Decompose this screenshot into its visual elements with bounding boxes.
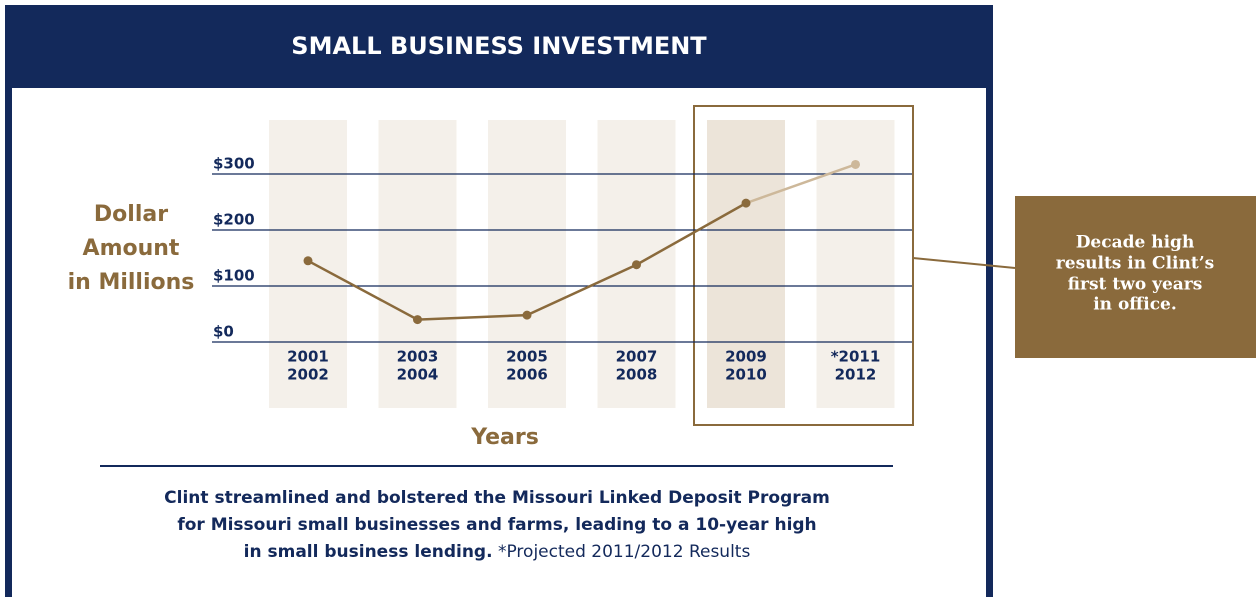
highlight-box xyxy=(693,105,914,426)
callout-box xyxy=(1015,196,1256,358)
point xyxy=(413,315,422,325)
callout-text: in office. xyxy=(1093,295,1177,315)
footnote-bold: in small business lending. xyxy=(244,542,493,562)
point xyxy=(303,256,313,266)
x-axis-label: Years xyxy=(470,425,539,450)
point xyxy=(741,198,751,208)
projected-line xyxy=(745,163,856,205)
y-axis-label: Amount xyxy=(83,236,180,261)
y-axis-label: in Millions xyxy=(68,270,195,295)
callout-text: Decade high xyxy=(1076,233,1195,253)
connector xyxy=(912,257,1016,269)
chart-title: SMALL BUSINESS INVESTMENT xyxy=(291,32,707,60)
y-tick-label: $100 xyxy=(213,267,255,285)
column-band xyxy=(707,120,785,408)
x-tick-label: 2006 xyxy=(506,366,548,384)
x-tick-label: 2007 xyxy=(616,348,658,366)
x-tick-label: 2003 xyxy=(397,348,439,366)
footnote-projected: *Projected 2011/2012 Results xyxy=(498,542,751,562)
footnote: for Missouri small businesses and farms,… xyxy=(177,515,816,535)
y-tick-label: $300 xyxy=(213,155,255,173)
y-tick-label: $200 xyxy=(213,211,255,229)
footnote: Clint streamlined and bolstered the Miss… xyxy=(164,488,830,508)
x-tick-label: 2009 xyxy=(725,348,767,366)
callout-text: first two years xyxy=(1068,275,1203,295)
x-tick-label: 2010 xyxy=(725,366,767,384)
y-axis-label: Dollar xyxy=(94,202,168,227)
footnote: in small business lending. *Projected 20… xyxy=(244,542,751,562)
column-band xyxy=(488,120,566,408)
callout-text: results in Clint’s xyxy=(1056,254,1214,274)
x-tick-label: 2001 xyxy=(287,348,329,366)
y-tick-label: $0 xyxy=(213,323,234,341)
x-tick-label: 2005 xyxy=(506,348,548,366)
x-tick-label: 2012 xyxy=(835,366,877,384)
x-tick-label: *2011 xyxy=(831,348,881,366)
point xyxy=(522,310,532,320)
point xyxy=(632,260,641,270)
x-tick-label: 2004 xyxy=(397,366,439,384)
x-tick-label: 2008 xyxy=(616,366,658,384)
x-tick-label: 2002 xyxy=(287,366,329,384)
point xyxy=(851,159,860,169)
column-band xyxy=(378,120,457,408)
